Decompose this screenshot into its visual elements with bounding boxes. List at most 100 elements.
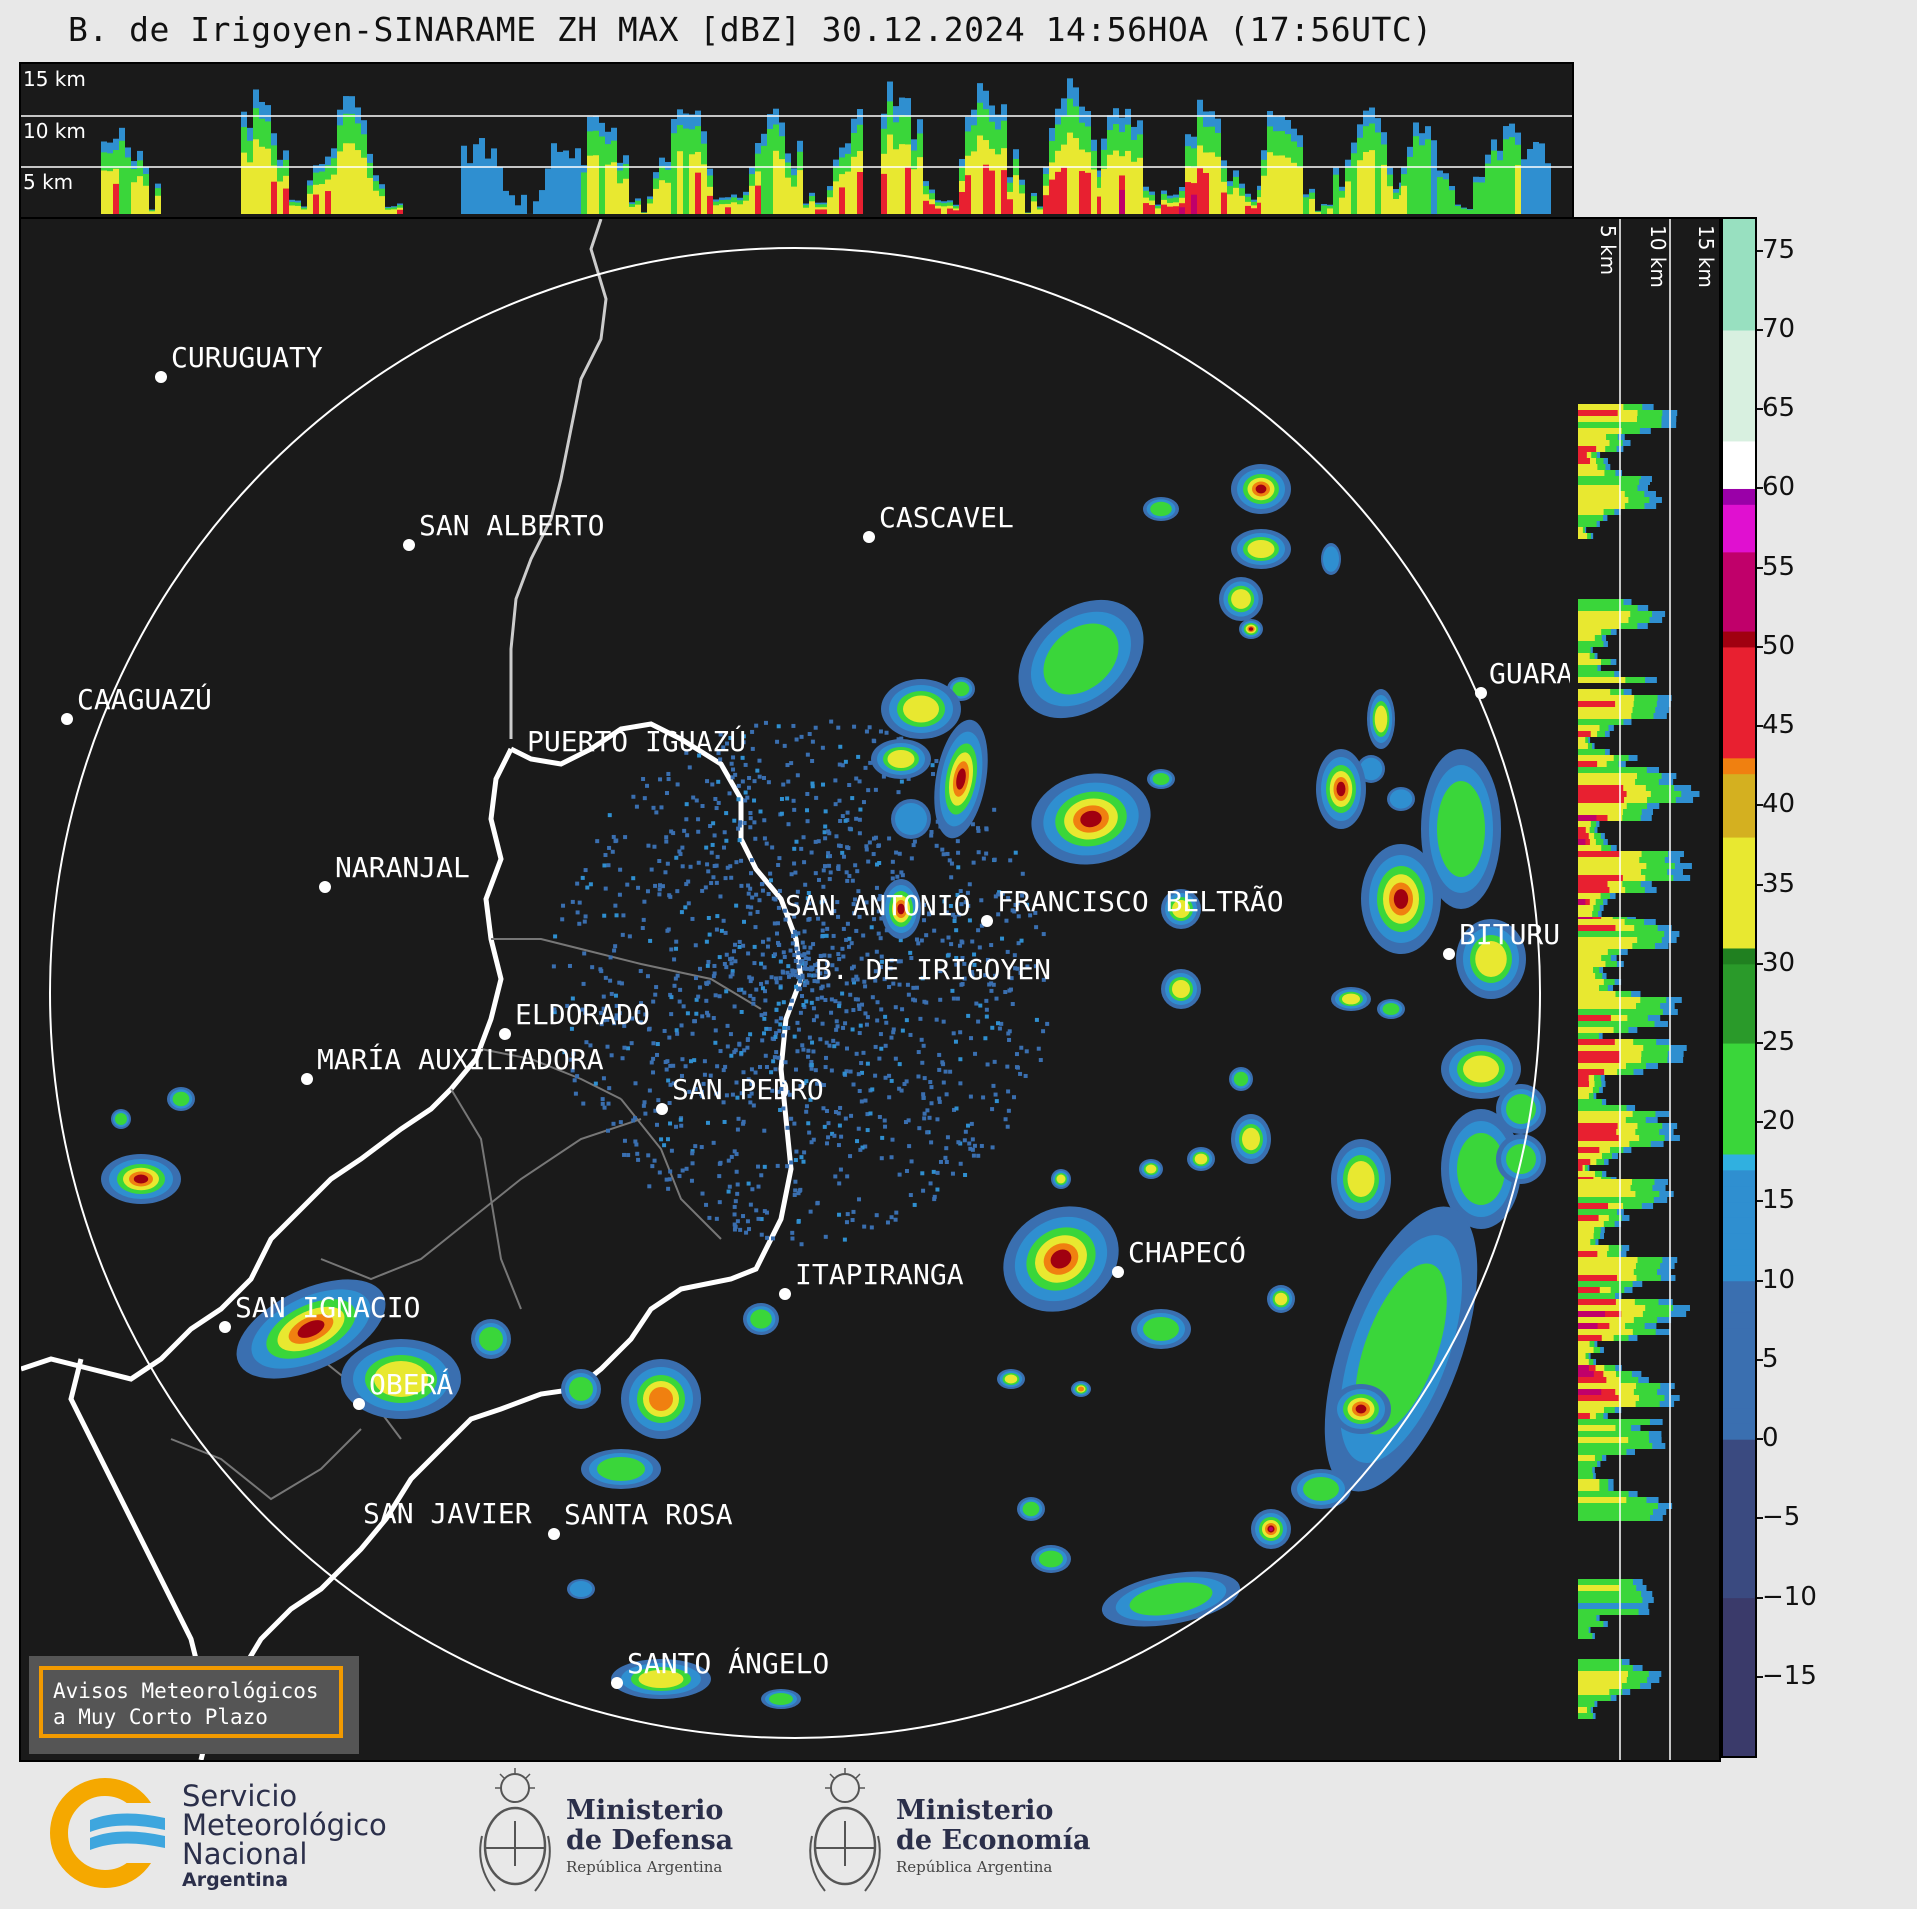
clutter-pixel <box>874 862 879 867</box>
top-echo-column <box>277 181 283 214</box>
colorbar-tick-mark <box>1757 408 1763 411</box>
clutter-pixel <box>805 819 810 824</box>
clutter-pixel <box>906 992 911 997</box>
clutter-pixel <box>884 928 889 933</box>
clutter-pixel <box>732 1149 737 1154</box>
clutter-pixel <box>807 732 812 737</box>
clutter-pixel <box>976 826 981 831</box>
clutter-pixel <box>840 991 845 996</box>
side-echo-row <box>1578 1389 1602 1395</box>
clutter-pixel <box>706 869 711 874</box>
top-echo-column <box>307 193 313 214</box>
clutter-pixel <box>688 864 693 869</box>
colorbar-step <box>1723 234 1755 252</box>
top-echo-column <box>373 190 379 214</box>
clutter-pixel <box>742 919 747 924</box>
clutter-pixel <box>979 1143 984 1148</box>
side-echo-row <box>1578 629 1602 635</box>
side-cross-section: 5 km 10 km 15 km <box>1570 217 1721 1762</box>
top-echo-column <box>397 209 403 214</box>
clutter-pixel <box>665 1059 670 1064</box>
clutter-pixel <box>638 969 643 974</box>
colorbar-svg <box>1723 219 1755 1757</box>
side-echo-row <box>1578 1063 1626 1069</box>
colorbar-step <box>1723 1248 1755 1266</box>
colorbar-tick-label: 55 <box>1762 551 1796 582</box>
side-echo-row <box>1578 1045 1644 1051</box>
city-marker-icon <box>548 1528 560 1540</box>
top-echo-column <box>1533 141 1539 214</box>
clutter-pixel <box>732 949 737 954</box>
clutter-pixel <box>776 1055 781 1060</box>
side-echo-row <box>1578 857 1640 863</box>
side-echo-row <box>1578 1449 1627 1455</box>
top-echo-column <box>893 149 899 214</box>
clutter-pixel <box>908 950 913 955</box>
clutter-pixel <box>626 1046 631 1051</box>
clutter-pixel <box>793 932 798 937</box>
clutter-pixel <box>718 1160 723 1165</box>
clutter-pixel <box>653 1108 658 1113</box>
economia-line-3: República Argentina <box>896 1858 1053 1876</box>
clutter-pixel <box>977 945 982 950</box>
clutter-pixel <box>771 1059 776 1064</box>
clutter-pixel <box>786 779 791 784</box>
clutter-pixel <box>684 882 689 887</box>
clutter-pixel <box>600 1097 605 1102</box>
storm-cell <box>891 799 931 839</box>
storm-cell <box>1229 1067 1253 1091</box>
colorbar-step <box>1723 1312 1755 1329</box>
clutter-pixel <box>772 1055 777 1060</box>
colorbar-tick-mark <box>1757 487 1763 490</box>
clutter-pixel <box>711 1016 716 1021</box>
colorbar-step <box>1723 1375 1755 1393</box>
clutter-pixel <box>884 730 889 735</box>
city-label: FRANCISCO BELTRÃO <box>997 885 1284 918</box>
clutter-pixel <box>989 988 994 993</box>
clutter-pixel <box>806 1048 811 1053</box>
colorbar-step <box>1723 694 1755 711</box>
clutter-pixel <box>1007 1037 1012 1042</box>
clutter-pixel <box>984 1007 989 1012</box>
clutter-pixel <box>869 1225 874 1230</box>
clutter-pixel <box>830 1131 835 1136</box>
clutter-pixel <box>856 1126 861 1131</box>
clutter-pixel <box>634 1142 639 1147</box>
top-echo-column <box>1251 208 1257 214</box>
side-echo-row <box>1578 653 1590 659</box>
colorbar-step <box>1723 440 1755 458</box>
colorbar-step <box>1723 219 1755 236</box>
clutter-pixel <box>889 1078 894 1083</box>
clutter-pixel <box>809 1059 814 1064</box>
clutter-pixel <box>963 900 968 905</box>
top-echo-column <box>479 138 485 214</box>
storm-cell <box>1051 1169 1071 1189</box>
clutter-pixel <box>622 1138 627 1143</box>
colorbar-step <box>1723 1581 1755 1599</box>
clutter-pixel <box>808 1209 813 1214</box>
clutter-pixel <box>775 739 780 744</box>
clutter-pixel <box>844 937 849 942</box>
clutter-pixel <box>826 851 831 856</box>
side-echo-row <box>1578 749 1606 755</box>
clutter-pixel <box>765 944 770 949</box>
clutter-pixel <box>782 1025 787 1030</box>
clutter-pixel <box>829 1068 834 1073</box>
clutter-pixel <box>767 1026 772 1031</box>
radar-echoes <box>101 464 1546 1709</box>
clutter-pixel <box>850 796 855 801</box>
clutter-pixel <box>954 962 959 967</box>
clutter-pixel <box>849 941 854 946</box>
clutter-pixel <box>932 1197 937 1202</box>
clutter-pixel <box>859 1061 864 1066</box>
clutter-pixel <box>893 1217 898 1222</box>
side-echo-row <box>1578 1141 1630 1147</box>
clutter-pixel <box>897 1062 902 1067</box>
clutter-pixel <box>609 1053 614 1058</box>
side-altitude-15km: 15 km <box>1694 225 1718 288</box>
top-echo-column <box>629 206 635 214</box>
clutter-pixel <box>929 1101 934 1106</box>
clutter-pixel <box>752 820 757 825</box>
clutter-pixel <box>724 838 729 843</box>
side-echo-row <box>1578 617 1629 623</box>
